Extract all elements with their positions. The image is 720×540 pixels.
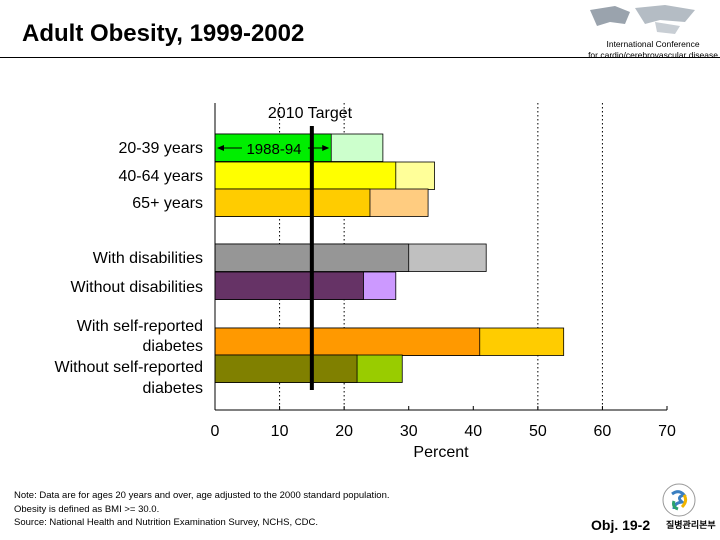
x-tick-label: 50 <box>529 423 547 440</box>
slide-title: Adult Obesity, 1999-2002 <box>22 20 305 47</box>
bar-1988-94 <box>214 327 481 356</box>
agency-name: 질병관리본부 <box>666 520 716 530</box>
x-tick-label: 70 <box>658 423 676 440</box>
arrow-left-icon <box>217 145 224 151</box>
category-label: 65+ years <box>132 195 203 212</box>
x-tick-label: 60 <box>594 423 612 440</box>
x-axis-label: Percent <box>413 444 469 461</box>
obesity-bar-chart: 20-39 years 40-64 years 65+ years With disa… <box>54 103 676 461</box>
category-label: Without self-reported <box>54 359 203 376</box>
category-label: diabetes <box>143 338 204 355</box>
agency-seal-logo <box>662 483 696 517</box>
target-label: 2010 Target <box>268 105 353 122</box>
x-tick-label: 30 <box>400 423 418 440</box>
bar-1988-94 <box>214 354 358 383</box>
category-label: With self-reported <box>77 318 203 335</box>
note-line: Source: National Health and Nutrition Ex… <box>14 517 318 528</box>
bar-1988-94 <box>214 161 397 190</box>
category-label: diabetes <box>143 380 204 397</box>
conference-text: International Conference for cardio/cere… <box>588 39 718 61</box>
period-label-bg <box>242 140 308 157</box>
category-label: Without disabilities <box>71 279 204 296</box>
world-map-logo <box>585 2 703 38</box>
footnote: Note: Data are for ages 20 years and ove… <box>14 489 390 530</box>
title-divider <box>0 57 720 58</box>
bar-1988-94 <box>214 271 364 300</box>
conference-line-1: International Conference <box>606 39 700 49</box>
x-tick-label: 20 <box>335 423 353 440</box>
conference-line-2: for cardio/cerebrovascular disease <box>588 50 718 60</box>
x-tick-label: 40 <box>464 423 482 440</box>
bar-1988-94 <box>214 188 371 217</box>
category-label: 20-39 years <box>119 140 204 157</box>
note-line: Note: Data are for ages 20 years and ove… <box>14 490 390 501</box>
x-tick-label: 10 <box>271 423 289 440</box>
category-label: With disabilities <box>93 250 203 267</box>
period-label: 1988-94 <box>246 141 301 158</box>
objective-label: Obj. 19-2 <box>591 517 651 533</box>
arrow-right-icon <box>322 145 330 151</box>
category-label: 40-64 years <box>119 168 204 185</box>
note-line: Obesity is defined as BMI >= 30.0. <box>14 503 160 515</box>
x-tick-label: 0 <box>211 423 220 440</box>
